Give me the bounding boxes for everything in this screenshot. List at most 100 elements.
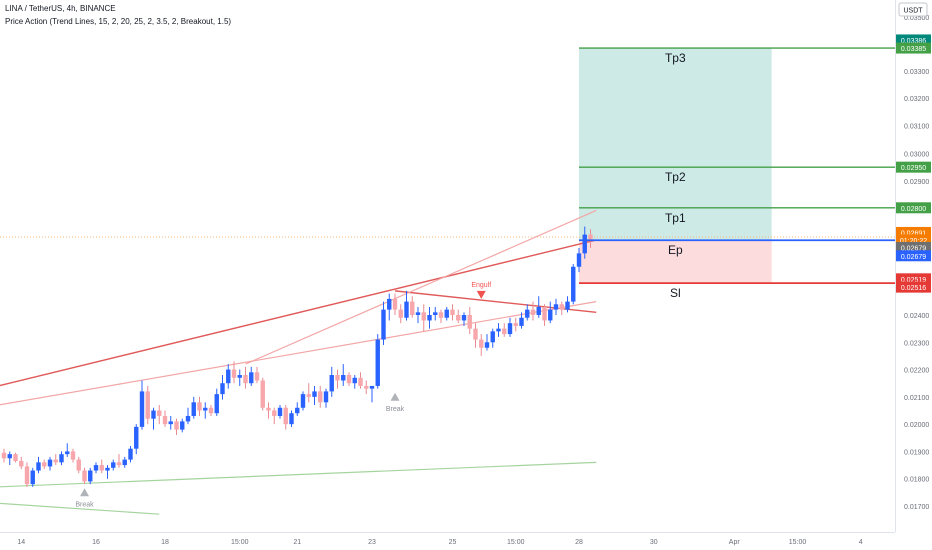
candle-up <box>536 306 541 315</box>
candle-up <box>249 372 254 384</box>
candle-down <box>513 323 518 326</box>
candle-down <box>450 309 455 315</box>
candle-down <box>318 391 323 403</box>
candle-down <box>42 462 47 467</box>
candle-down <box>438 312 444 318</box>
price-badge-label: 01:20:22 <box>900 238 927 245</box>
candle-down <box>254 372 260 381</box>
candle-up <box>433 312 438 315</box>
price-badge <box>896 34 931 46</box>
candle-up <box>329 375 334 392</box>
x-tick-label: 16 <box>92 539 100 546</box>
break-label: Break <box>386 406 405 413</box>
x-tick-label: 30 <box>650 539 658 546</box>
x-tick-label: 4 <box>859 539 863 546</box>
candle-down <box>306 394 311 397</box>
candle-down <box>473 328 478 340</box>
candle-down <box>398 309 403 318</box>
candle-up <box>220 383 225 395</box>
candle-up <box>427 315 432 321</box>
candle-down <box>266 407 271 411</box>
candle-down <box>70 451 76 460</box>
engulf-label: Engulf <box>471 282 491 289</box>
candle-up <box>30 470 35 485</box>
candle-down <box>116 462 122 466</box>
candle-up <box>375 339 380 386</box>
candle-up <box>369 385 375 389</box>
candle-down <box>588 234 593 240</box>
candle-down <box>1 452 7 459</box>
candle-up <box>484 342 490 348</box>
y-tick-label: 0.01800 <box>904 477 929 484</box>
candle-up <box>507 323 513 335</box>
candle-down <box>530 309 536 315</box>
price-badge <box>896 281 931 293</box>
indicator-legend[interactable]: Price Action (Trend Lines, 15, 2, 20, 25… <box>5 17 232 26</box>
candle-up <box>185 415 191 422</box>
candle-up <box>341 375 346 381</box>
candle-up <box>180 421 185 430</box>
price-badge-label: 0.03386 <box>901 38 926 45</box>
price-badge <box>896 234 931 246</box>
candle-down <box>197 402 202 411</box>
candle-down <box>479 339 484 348</box>
candle-up <box>59 454 64 463</box>
candle-up <box>203 407 208 411</box>
candle-up <box>323 391 329 403</box>
candle-up <box>134 426 139 449</box>
level-label-sl: Sl <box>670 286 681 300</box>
trend-line-channel <box>245 209 597 365</box>
candle-up <box>415 312 421 315</box>
price-badge-label: 0.02519 <box>901 277 926 284</box>
level-label-tp2: Tp2 <box>665 170 686 184</box>
x-tick-label: 14 <box>17 539 25 546</box>
symbol-title: LINA / TetherUS, 4h, BINANCE <box>5 4 116 13</box>
candle-up <box>7 454 12 459</box>
candle-up <box>122 459 127 466</box>
y-tick-label: 0.02300 <box>904 340 929 347</box>
candle-down <box>99 465 104 471</box>
candle-down <box>392 298 398 310</box>
break-marker-icon <box>390 392 400 401</box>
candle-up <box>111 462 116 468</box>
price-badge-label: 0.02516 <box>901 285 926 292</box>
candle-down <box>542 306 547 321</box>
candle-down <box>467 315 472 329</box>
x-tick-label: 28 <box>575 539 583 546</box>
candle-up <box>461 315 467 321</box>
candle-up <box>128 448 133 460</box>
y-tick-label: 0.02000 <box>904 422 929 429</box>
trend-line-support <box>0 461 597 488</box>
candle-up <box>277 407 283 416</box>
candle-down <box>19 460 24 467</box>
candle-up <box>352 377 357 384</box>
candle-up <box>191 402 196 416</box>
break-marker-icon <box>80 488 89 497</box>
candle-up <box>237 375 242 378</box>
stop-zone <box>579 240 772 284</box>
candle-down <box>358 377 363 386</box>
candle-up <box>525 309 530 318</box>
candle-up <box>88 470 93 482</box>
price-badge <box>896 273 931 285</box>
candle-up <box>300 394 306 408</box>
candle-down <box>82 470 87 482</box>
x-tick-label: Apr <box>729 539 741 546</box>
x-tick-label: 15:00 <box>231 539 249 546</box>
y-tick-label: 0.02100 <box>904 395 929 402</box>
candle-up <box>65 451 70 455</box>
break-label: Break <box>75 501 94 508</box>
candle-up <box>139 391 145 427</box>
candle-down <box>174 421 179 430</box>
price-badge <box>896 202 931 214</box>
candle-down <box>272 410 277 416</box>
price-badge <box>896 226 931 238</box>
candle-down <box>208 407 214 414</box>
candle-up <box>47 459 53 467</box>
candle-up <box>168 421 173 425</box>
candle-up <box>93 465 99 471</box>
candle-down <box>24 466 30 485</box>
x-tick-label: 15:00 <box>507 539 525 546</box>
x-tick-label: 18 <box>161 539 169 546</box>
